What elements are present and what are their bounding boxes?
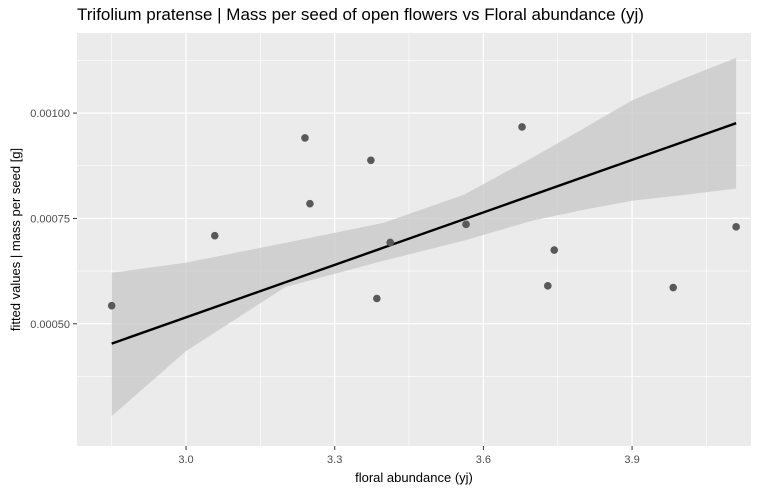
fit-line — [111, 122, 737, 345]
data-point-6 — [386, 238, 395, 247]
data-point-7 — [462, 220, 470, 229]
data-point-4 — [367, 156, 375, 165]
data-point-2 — [301, 134, 309, 142]
y-axis-title: fitted values | mass per seed [g] — [8, 148, 23, 331]
x-axis-title: floral abundance (yj) — [355, 470, 473, 485]
x-tick-label-0: 3.0 — [178, 454, 193, 466]
chart-title: Trifolium pratense | Mass per seed of op… — [77, 5, 644, 24]
data-points — [107, 123, 740, 310]
data-point-12 — [732, 223, 740, 231]
confidence-band — [111, 57, 737, 417]
data-point-11 — [669, 283, 677, 292]
data-point-1 — [210, 231, 219, 240]
data-point-9 — [544, 282, 552, 290]
y-axis: 0.00050 0.00075 0.00100 — [30, 108, 77, 331]
data-point-5 — [373, 294, 381, 303]
y-tick-label-1: 0.00075 — [30, 213, 70, 225]
data-point-10 — [550, 246, 559, 254]
x-tick-label-1: 3.3 — [327, 454, 342, 466]
x-tick-label-3: 3.9 — [624, 454, 639, 466]
x-axis: 3.0 3.3 3.6 3.9 — [178, 446, 640, 466]
x-tick-label-2: 3.6 — [476, 454, 491, 466]
data-point-0 — [107, 301, 116, 310]
data-point-3 — [306, 199, 314, 208]
y-tick-label-0: 0.00050 — [30, 319, 70, 331]
data-point-8 — [518, 123, 526, 131]
y-tick-label-2: 0.00100 — [30, 108, 70, 120]
